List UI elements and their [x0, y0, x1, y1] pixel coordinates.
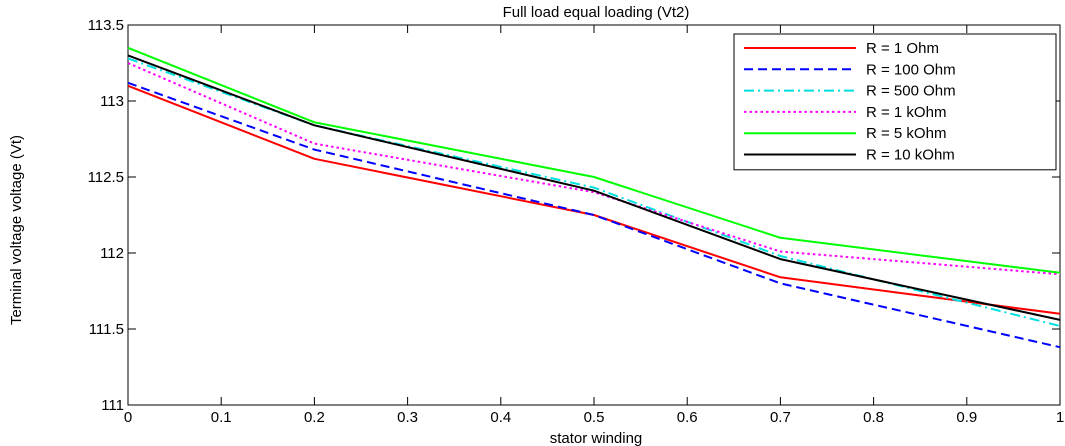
- legend-label-4: R = 1 kOhm: [866, 104, 946, 121]
- series-line-5: [127, 46, 1061, 274]
- legend-box: [733, 33, 1057, 171]
- legend-label-2: R = 100 Ohm: [866, 61, 956, 78]
- y-tick-label: 111: [101, 397, 124, 414]
- legend-label-3: R = 500 Ohm: [866, 83, 956, 100]
- series-line-1: [127, 84, 1061, 315]
- x-axis-label: stator winding: [550, 430, 643, 446]
- chart-title: Full load equal loading (Vt2): [503, 4, 690, 21]
- x-tick-label: 0.7: [770, 409, 791, 426]
- series-line-3: [127, 57, 1061, 327]
- x-tick-label: 0.3: [397, 409, 418, 426]
- legend: R = 1 Ohm R = 100 Ohm R = 500 Ohm R = 1 kOh…: [733, 33, 1057, 171]
- x-tick-label: 0.2: [304, 409, 325, 426]
- axis-ticks: 0 0.1 0.2 0.3 0.4 0.5 0.6 0.7 0.8 0.9 1111111.5112…: [88, 17, 1065, 426]
- legend-label-6: R = 10 kOhm: [866, 147, 955, 164]
- x-tick-label: 0.6: [677, 409, 698, 426]
- legend-label-5: R = 5 kOhm: [866, 125, 946, 142]
- y-tick-label: 113: [100, 93, 124, 110]
- x-tick-label: 0.1: [211, 409, 232, 426]
- x-tick-label: 1: [1056, 409, 1064, 426]
- x-tick-label: 0.9: [956, 409, 977, 426]
- series-line-6: [127, 54, 1061, 321]
- series-line-4: [127, 62, 1061, 276]
- y-tick-label: 112: [100, 245, 124, 262]
- legend-label-1: R = 1 Ohm: [866, 40, 939, 57]
- y-tick-label: 113.5: [88, 17, 124, 34]
- series-lines: [127, 46, 1061, 349]
- y-axis-label: Terminal voltage voltage (Vt): [8, 135, 25, 325]
- x-tick-label: 0.5: [584, 409, 605, 426]
- y-tick-label: 111.5: [89, 321, 124, 338]
- x-tick-label: 0.4: [490, 409, 511, 426]
- x-tick-label: 0: [124, 409, 132, 426]
- y-tick-label: 112.5: [88, 169, 124, 186]
- x-tick-label: 0.8: [863, 409, 884, 426]
- series-line-2: [127, 81, 1061, 349]
